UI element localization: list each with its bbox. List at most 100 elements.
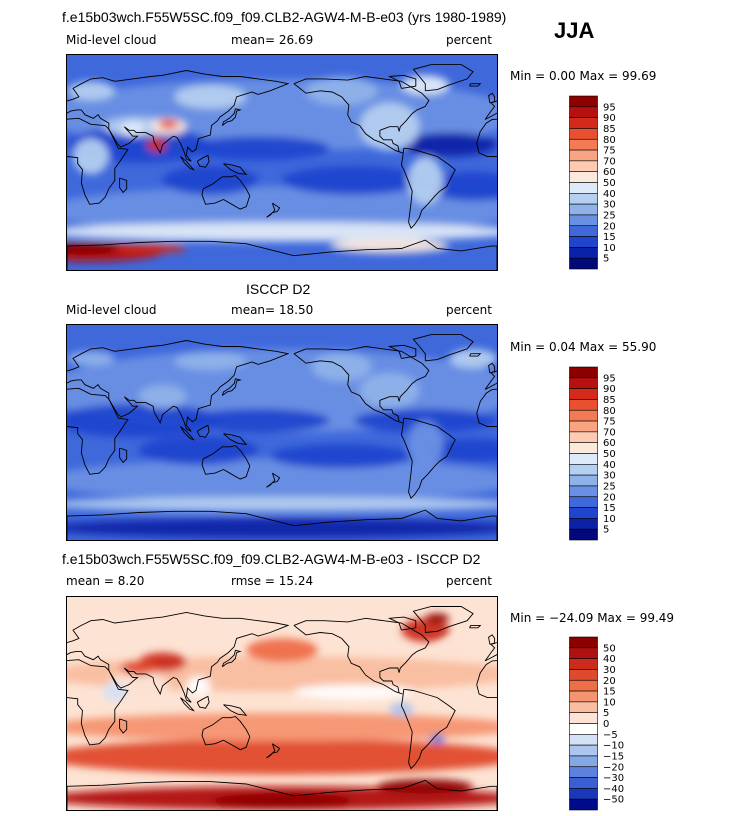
panel-2-colorbar-swatch (569, 442, 598, 454)
p3-field-region (67, 739, 497, 775)
panel-3-colorbar-swatch (569, 636, 598, 649)
p2-field-region (174, 351, 247, 371)
p3-field-region (293, 684, 414, 699)
panel-1-colorbar-label: 40 (603, 189, 616, 200)
panel-2-colorbar-swatch (569, 453, 598, 465)
panel-2-colorbar-label: 50 (603, 449, 616, 460)
p3-coastline (67, 779, 497, 810)
panel-3-map (66, 596, 498, 811)
panel-3-colorbar-label: −15 (603, 751, 624, 762)
panel-1-colorbar-swatch (569, 149, 598, 162)
p2-coastline (196, 424, 210, 438)
panel-3-colorbar-label: 30 (603, 665, 616, 676)
panel-1-colorbar-swatch (569, 236, 598, 248)
panel-3-colorbar-label: −50 (603, 795, 624, 806)
panel-1-colorbar-label: 60 (603, 167, 616, 178)
p3-field-region (120, 660, 157, 676)
panel-3-colorbar-swatch (569, 798, 598, 811)
p1-field-region (186, 136, 330, 161)
p3-coastline (400, 688, 456, 770)
panel-1-colorbar-swatch (569, 128, 598, 140)
panel-2-colorbar-label: 85 (603, 395, 616, 406)
p3-coastline (67, 611, 290, 703)
season-label: JJA (554, 18, 595, 43)
panel-3-colorbar-swatch (569, 647, 598, 659)
panel-2-colorbar-swatch (569, 496, 598, 508)
p1-coastline (412, 64, 474, 92)
p1-field-region (158, 119, 179, 130)
p1-coastline (223, 163, 248, 175)
panel-1-colorbar-swatch (569, 138, 598, 151)
p1-coastline (201, 175, 251, 210)
panel-2-colorbar-label: 95 (603, 373, 616, 384)
panel-3-units-label: percent (446, 574, 492, 588)
panel-2-colorbar-swatch (569, 366, 598, 379)
p1-coastline (67, 239, 497, 270)
p1-coastline (400, 147, 456, 230)
p3-coastline (387, 616, 417, 631)
p1-coastline (221, 108, 242, 126)
panel-3-colorbar-label: −30 (603, 773, 624, 784)
panel-3-colorbar-swatch (569, 701, 598, 713)
panel-2-colorbar-label: 15 (603, 503, 616, 514)
p3-coastline (488, 634, 496, 645)
p1-field-region (282, 166, 426, 195)
panel-3-colorbar-swatch (569, 658, 598, 670)
p1-field-region (162, 166, 259, 195)
panel-3-colorbar-swatch (569, 690, 598, 703)
panel-3-colorbar-swatch (569, 766, 598, 778)
p2-field-region (359, 372, 420, 409)
panel-2-colorbar-label: 10 (603, 514, 616, 525)
panel-1-colorbar-label: 85 (603, 124, 616, 135)
panel-2-units-label: percent (446, 303, 492, 317)
p1-coastline (196, 154, 210, 168)
p3-coastline (266, 743, 281, 759)
p2-field-region (67, 518, 497, 538)
panel-1-colorbar-label: 80 (603, 135, 616, 146)
p2-field-region (425, 438, 497, 463)
p2-coastline (67, 387, 129, 475)
p3-field-region (186, 676, 211, 696)
panel-1-colorbar-label: 50 (603, 178, 616, 189)
panel-2-colorbar-label: 20 (603, 492, 616, 503)
panel-2-colorbar-label: 60 (603, 438, 616, 449)
panel-2-colorbar-swatch (569, 431, 598, 443)
p2-field-region (449, 348, 497, 368)
panel-2-minmax: Min = 0.04 Max = 55.90 (510, 340, 657, 354)
panel-3-colorbar-label: −20 (603, 762, 624, 773)
panel-1-colorbar-label: 20 (603, 221, 616, 232)
panel-1-colorbar-label: 30 (603, 200, 616, 211)
p1-coastline (180, 156, 195, 171)
p1-coastline (266, 202, 281, 218)
p2-coastline (201, 445, 251, 480)
p2-field-region (186, 408, 330, 433)
panel-2-colorbar-swatch (569, 377, 598, 389)
p2-field-region (67, 458, 497, 502)
p2-coastline (119, 447, 128, 464)
panel-2-colorbar: 95 90 85 80 75 70 60 50 40 30 25 20 15 10 5 (569, 366, 629, 541)
panel-1-colorbar-label: 25 (603, 210, 616, 221)
panel-1-colorbar-swatch (569, 214, 598, 227)
panel-2-colorbar-label: 75 (603, 417, 616, 428)
panel-3-colorbar-label: −40 (603, 784, 624, 795)
panel-2-colorbar-swatch (569, 474, 598, 487)
panel-2-mean-label: mean= 18.50 (231, 303, 314, 317)
p1-field-region (114, 243, 187, 254)
panel-3-colorbar-swatch (569, 734, 598, 746)
p3-coastline (180, 697, 196, 712)
panel-3-colorbar-swatch (569, 679, 598, 692)
panel-3-colorbar-swatch (569, 755, 598, 768)
panel-3-colorbar-swatch (569, 712, 598, 724)
panel-1-title: f.e15b03wch.F55W5SC.f09_f09.CLB2-AGW4-M-… (62, 9, 507, 25)
panel-1-colorbar-swatch (569, 225, 598, 237)
p1-coastline (119, 177, 128, 194)
p1-field-region (72, 138, 109, 175)
panel-3-colorbar-label: 20 (603, 676, 616, 687)
panel-1-colorbar-label: 10 (603, 243, 616, 254)
panel-3-minmax: Min = −24.09 Max = 99.49 (510, 611, 675, 625)
panel-3-colorbar-label: 15 (603, 687, 616, 698)
p2-field-region (270, 444, 414, 469)
panel-1-colorbar-label: 70 (603, 156, 616, 167)
p2-coastline (293, 346, 430, 424)
p1-coastline (469, 83, 482, 87)
